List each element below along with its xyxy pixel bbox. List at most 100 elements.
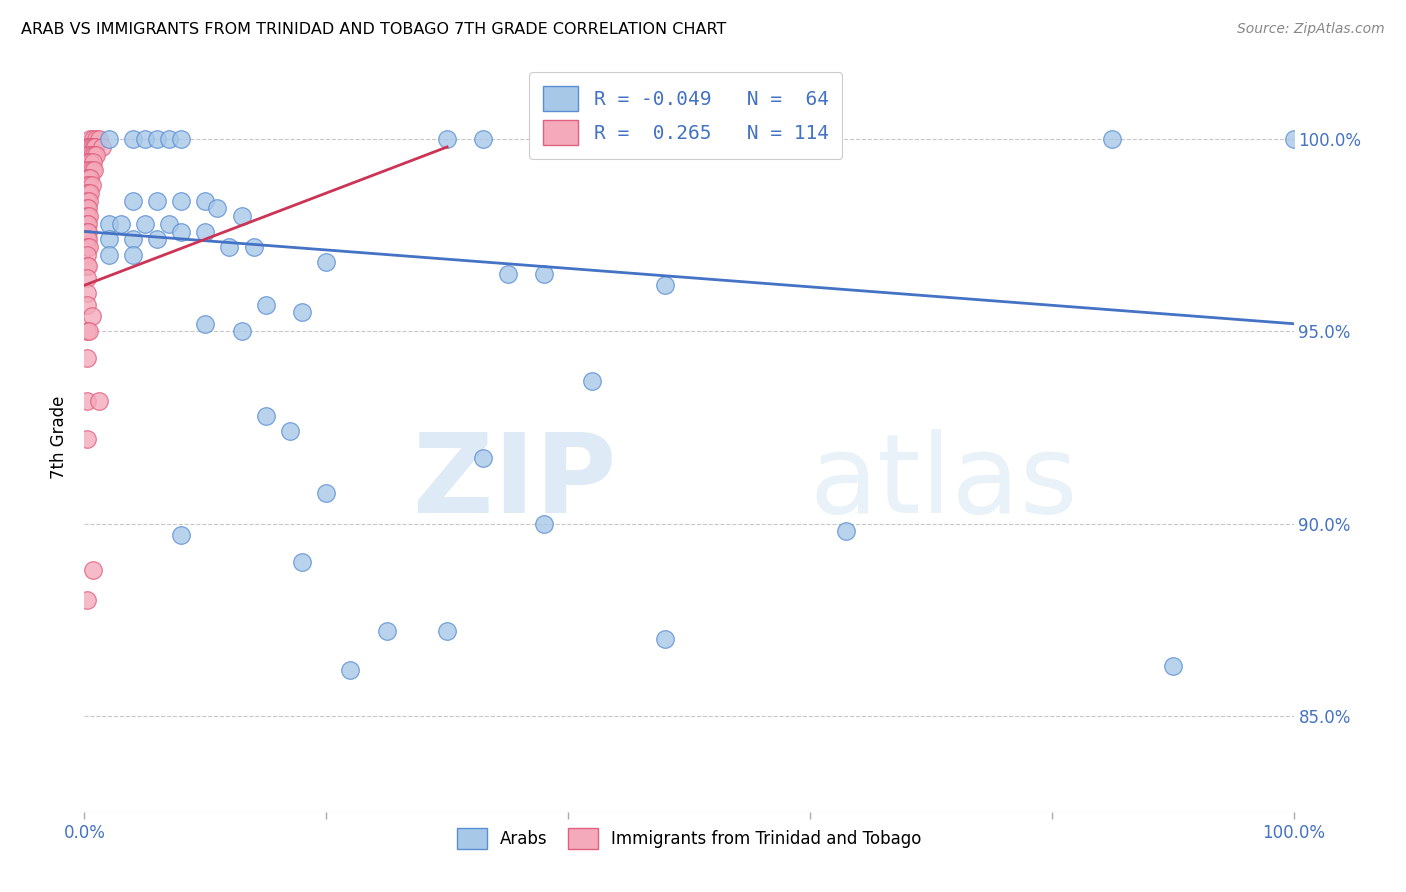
Point	[76, 325, 98, 339]
Point	[157, 132, 180, 146]
Y-axis label: 7th Grade: 7th Grade	[51, 395, 69, 479]
Point	[77, 217, 100, 231]
Point	[79, 132, 101, 146]
Point	[77, 140, 100, 154]
Point	[207, 202, 229, 216]
Point	[76, 393, 98, 408]
Point	[654, 278, 676, 293]
Point	[76, 163, 98, 178]
Point	[77, 186, 100, 200]
Point	[77, 155, 100, 169]
Point	[1282, 132, 1305, 146]
Point	[278, 425, 301, 439]
Point	[97, 132, 120, 146]
Point	[291, 305, 314, 319]
Point	[146, 232, 169, 246]
Point	[83, 147, 105, 161]
Point	[134, 217, 156, 231]
Point	[80, 309, 103, 323]
Point	[242, 240, 264, 254]
Point	[77, 147, 100, 161]
Point	[80, 178, 103, 193]
Point	[77, 325, 100, 339]
Point	[375, 624, 398, 639]
Point	[436, 132, 458, 146]
Point	[170, 528, 193, 542]
Point	[1101, 132, 1123, 146]
Point	[77, 225, 100, 239]
Point	[76, 225, 98, 239]
Point	[77, 240, 100, 254]
Point	[339, 663, 361, 677]
Point	[77, 147, 100, 161]
Point	[76, 217, 98, 231]
Point	[315, 255, 337, 269]
Point	[77, 170, 100, 185]
Point	[82, 155, 104, 169]
Point	[83, 163, 105, 178]
Point	[76, 147, 98, 161]
Point	[76, 240, 98, 254]
Point	[231, 209, 253, 223]
Point	[80, 147, 103, 161]
Point	[76, 285, 98, 300]
Point	[76, 247, 98, 261]
Point	[84, 140, 107, 154]
Point	[87, 132, 110, 146]
Point	[76, 202, 98, 216]
Point	[291, 555, 314, 569]
Point	[79, 170, 101, 185]
Point	[76, 186, 98, 200]
Point	[157, 217, 180, 231]
Point	[76, 140, 98, 154]
Text: atlas: atlas	[810, 428, 1078, 535]
Point	[315, 485, 337, 500]
Point	[76, 297, 98, 311]
Point	[254, 409, 277, 423]
Point	[76, 170, 98, 185]
Point	[121, 132, 143, 146]
Point	[77, 140, 100, 154]
Point	[170, 132, 193, 146]
Point	[77, 194, 100, 208]
Point	[77, 163, 100, 178]
Point	[472, 132, 495, 146]
Point	[1161, 658, 1184, 673]
Point	[581, 375, 603, 389]
Point	[436, 624, 458, 639]
Point	[496, 267, 519, 281]
Point	[86, 132, 108, 146]
Point	[533, 516, 555, 531]
Point	[79, 140, 101, 154]
Point	[79, 186, 101, 200]
Point	[77, 178, 100, 193]
Point	[82, 563, 104, 577]
Point	[86, 147, 108, 161]
Point	[76, 432, 98, 446]
Point	[76, 351, 98, 366]
Point	[76, 593, 98, 607]
Point	[77, 259, 100, 273]
Text: ARAB VS IMMIGRANTS FROM TRINIDAD AND TOBAGO 7TH GRADE CORRELATION CHART: ARAB VS IMMIGRANTS FROM TRINIDAD AND TOB…	[21, 22, 727, 37]
Point	[76, 259, 98, 273]
Point	[76, 232, 98, 246]
Point	[254, 297, 277, 311]
Point	[76, 270, 98, 285]
Legend: Arabs, Immigrants from Trinidad and Tobago: Arabs, Immigrants from Trinidad and Toba…	[450, 822, 928, 855]
Point	[194, 317, 217, 331]
Point	[835, 524, 858, 539]
Point	[121, 247, 143, 261]
Point	[654, 632, 676, 646]
Point	[87, 393, 110, 408]
Point	[146, 194, 169, 208]
Text: Source: ZipAtlas.com: Source: ZipAtlas.com	[1237, 22, 1385, 37]
Point	[134, 132, 156, 146]
Point	[80, 163, 103, 178]
Point	[110, 217, 132, 231]
Point	[76, 178, 98, 193]
Point	[76, 209, 98, 223]
Point	[194, 225, 217, 239]
Point	[194, 194, 217, 208]
Point	[121, 194, 143, 208]
Point	[76, 155, 98, 169]
